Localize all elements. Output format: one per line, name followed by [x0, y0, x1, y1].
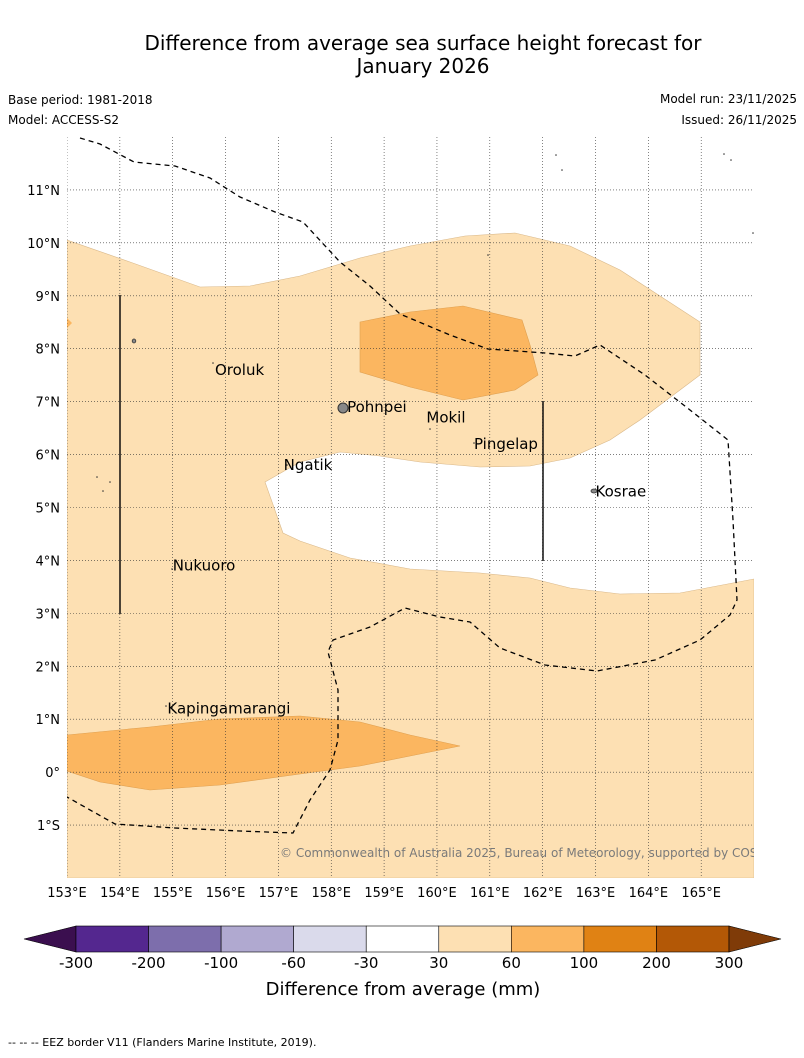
colorbar-title: Difference from average (mm)	[266, 979, 541, 1000]
colorbar-segment	[511, 925, 585, 953]
lon-tick-label: 153°E	[47, 886, 87, 901]
colorbar-tick-label: 300	[715, 954, 744, 972]
lon-tick-label: 165°E	[681, 886, 721, 901]
colorbar-extend-high	[728, 925, 782, 953]
place-label-kosrae: Kosrae	[596, 483, 647, 501]
graticule	[67, 137, 754, 878]
copyright-notice: © Commonwealth of Australia 2025, Bureau…	[280, 846, 785, 860]
lon-tick-label: 164°E	[629, 886, 669, 901]
eez-border	[67, 137, 738, 834]
lat-tick-label: 3°N	[36, 607, 61, 622]
lat-tick-label: 9°N	[36, 290, 61, 305]
lat-tick-label: 4°N	[36, 554, 61, 569]
place-label-oroluk: Oroluk	[215, 361, 264, 379]
colorbar-tick-label: -60	[281, 954, 306, 972]
place-label-nukuoro: Nukuoro	[173, 557, 236, 575]
colorbar-segment	[365, 925, 440, 953]
model-run: Model run: 23/11/2025	[659, 92, 797, 106]
colorbar-segment	[75, 925, 149, 953]
colorbar-tick-label: -30	[354, 954, 379, 972]
island-icon	[131, 338, 137, 344]
lon-tick-label: 154°E	[100, 886, 140, 901]
colorbar-segment	[220, 925, 294, 953]
colorbar-segment	[583, 925, 657, 953]
colorbar-tick-label: -100	[204, 954, 238, 972]
anomaly-region-60-100-south	[67, 715, 461, 791]
place-label-mokil: Mokil	[426, 409, 465, 427]
lon-tick-label: 159°E	[364, 886, 404, 901]
colorbar-tick-label: 200	[642, 954, 671, 972]
lat-tick-label: 11°N	[27, 184, 60, 199]
lat-tick-label: 1°S	[37, 819, 60, 834]
anomaly-region-60-100-north	[359, 305, 539, 401]
model-name: Model: ACCESS-S2	[8, 113, 120, 127]
lat-tick-label: 8°N	[36, 343, 61, 358]
colorbar-tick-label: -300	[59, 954, 93, 972]
place-label-pohnpei: Pohnpei	[347, 398, 407, 416]
colorbar-tick-label: 100	[570, 954, 599, 972]
map-area: Oroluk Pohnpei Mokil Pingelap Ngatik Kosrae Nu…	[67, 137, 785, 878]
colorbar-segment	[148, 925, 222, 953]
lon-tick-label: 158°E	[311, 886, 351, 901]
lon-tick-label: 155°E	[153, 886, 193, 901]
lon-tick-label: 156°E	[206, 886, 246, 901]
longitude-axis: 153°E 154°E 155°E 156°E 157°E 158°E 159°E 160°E…	[47, 886, 721, 901]
place-label-pingelap: Pingelap	[474, 435, 538, 453]
lon-tick-label: 162°E	[523, 886, 563, 901]
chart-title: Difference from average sea surface heig…	[144, 31, 702, 78]
colorbar-tick-label: -200	[132, 954, 166, 972]
colorbar-tick-label: 30	[429, 954, 448, 972]
pohnpei-island-icon	[337, 402, 349, 414]
base-period: Base period: 1981-2018	[8, 93, 153, 107]
lat-tick-label: 1°N	[36, 713, 61, 728]
colorbar-extend-low	[23, 925, 77, 953]
lon-tick-label: 161°E	[470, 886, 510, 901]
lat-tick-label: 2°N	[36, 660, 61, 675]
colorbar-tick-label: 60	[502, 954, 521, 972]
kosrae-island-icon	[590, 488, 598, 494]
place-label-kapingamarangi: Kapingamarangi	[167, 700, 290, 718]
eez-legend-note: -- -- -- EEZ border V11 (Flanders Marine…	[8, 1036, 317, 1049]
colorbar: -300 -200 -100 -60 -30 30 60 100 200 300	[23, 925, 782, 972]
colorbar-segment	[656, 925, 730, 953]
issued-date: Issued: 26/11/2025	[681, 113, 797, 127]
lat-tick-label: 5°N	[36, 502, 61, 517]
lat-tick-label: 7°N	[36, 396, 61, 411]
lon-tick-label: 160°E	[417, 886, 457, 901]
lat-tick-label: 10°N	[27, 237, 60, 252]
anomaly-region-30-60	[67, 232, 754, 878]
lat-tick-label: 0°	[45, 766, 60, 781]
lon-tick-label: 157°E	[259, 886, 299, 901]
place-labels: Oroluk Pohnpei Mokil Pingelap Ngatik Kosrae Nu…	[167, 361, 646, 718]
colorbar-segment	[438, 925, 512, 953]
colorbar-segment	[293, 925, 367, 953]
forecast-map: Oroluk Pohnpei Mokil Pingelap Ngatik Kosrae Nu…	[23, 137, 785, 1000]
latitude-axis: 11°N 10°N 9°N 8°N 7°N 6°N 5°N 4°N 3°N 2°N 1°N 0° 1°S	[27, 184, 60, 834]
place-label-ngatik: Ngatik	[284, 456, 333, 474]
lon-tick-label: 163°E	[576, 886, 616, 901]
lat-tick-label: 6°N	[36, 449, 61, 464]
